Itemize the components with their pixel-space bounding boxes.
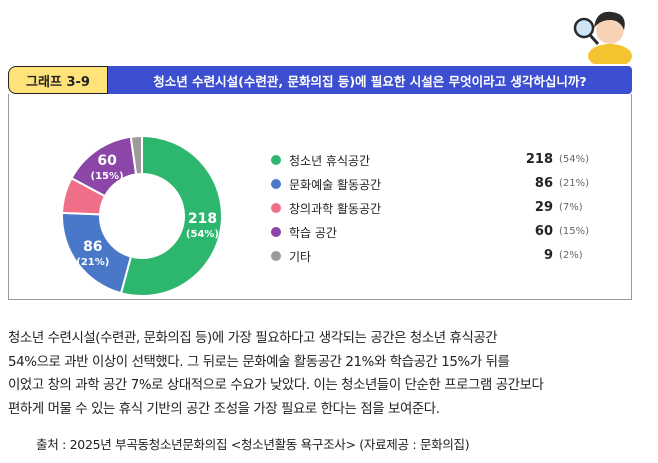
legend-value: 60 xyxy=(534,224,553,239)
legend-label: 청소년 휴식공간 xyxy=(289,153,371,168)
legend-swatch xyxy=(271,251,281,261)
legend-item: 문화예술 활동공간 xyxy=(271,174,381,194)
legend-swatch xyxy=(271,155,281,165)
slice-value-label: 86 xyxy=(83,239,102,255)
donut-slice xyxy=(129,134,143,176)
legend-value: 218 xyxy=(525,152,553,167)
legend-label: 학습 공간 xyxy=(289,225,337,240)
legend-swatch xyxy=(271,203,281,213)
donut-slice xyxy=(119,134,223,297)
legend-percent: (21%) xyxy=(559,178,590,189)
slice-percent-label: (15%) xyxy=(91,171,124,182)
body-line: 54%으로 과반 이상이 선택했다. 그 뒤로는 문화예술 활동공간 21%와 … xyxy=(8,354,510,370)
legend-percent: (15%) xyxy=(559,226,590,237)
slice-value-label: 60 xyxy=(97,153,117,169)
legend-swatch xyxy=(271,179,281,189)
legend-swatch xyxy=(271,227,281,237)
chart-panel: 218 (54%) 86 (21%) 60 (15%) 청소년 휴식공간 218 (54%) 문… xyxy=(8,94,632,300)
legend-label: 문화예술 활동공간 xyxy=(289,177,382,192)
legend-item: 기타 xyxy=(271,246,311,266)
legend-value: 29 xyxy=(534,200,553,215)
magnifier-character-icon xyxy=(573,11,632,64)
legend-percent: (54%) xyxy=(559,154,590,165)
slice-percent-label: (21%) xyxy=(76,257,109,268)
body-line: 청소년 수련시설(수련관, 문화의집 등)에 가장 필요하다고 생각되는 공간은… xyxy=(8,331,498,346)
legend-label: 기타 xyxy=(289,249,312,264)
legend-value: 9 xyxy=(543,248,553,263)
legend-item: 창의과학 활동공간 xyxy=(271,198,381,218)
legend-label: 창의과학 활동공간 xyxy=(289,201,382,216)
chart-header: 그래프 3-9 청소년 수련시설(수련관, 문화의집 등)에 필요한 시설은 무… xyxy=(8,66,632,94)
slice-value-label: 218 xyxy=(188,211,217,227)
body-line: 편하게 머물 수 있는 휴식 기반의 공간 조성을 가장 필요로 한다는 점을 … xyxy=(8,401,440,417)
legend-percent: (2%) xyxy=(559,250,583,261)
legend-value: 86 xyxy=(534,176,553,191)
graph-number-label: 그래프 3-9 xyxy=(8,66,108,94)
donut-chart: 218 (54%) 86 (21%) 60 (15%) xyxy=(61,134,223,297)
source-note: 출처 : 2025년 부곡동청소년문화의집 <청소년활동 욕구조사> (자료제공… xyxy=(36,437,470,452)
legend-item: 학습 공간 xyxy=(271,222,337,242)
legend-item: 청소년 휴식공간 xyxy=(271,150,370,170)
body-paragraph: 청소년 수련시설(수련관, 문화의집 등)에 가장 필요하다고 생각되는 공간은… xyxy=(8,327,642,421)
legend-percent: (7%) xyxy=(559,202,583,213)
slice-percent-label: (54%) xyxy=(186,229,219,240)
chart-title: 청소년 수련시설(수련관, 문화의집 등)에 필요한 시설은 무엇이라고 생각하… xyxy=(108,66,632,94)
body-line: 이었고 창의 과학 공간 7%로 상대적으로 수요가 낮았다. 이는 청소년들이… xyxy=(8,378,544,393)
